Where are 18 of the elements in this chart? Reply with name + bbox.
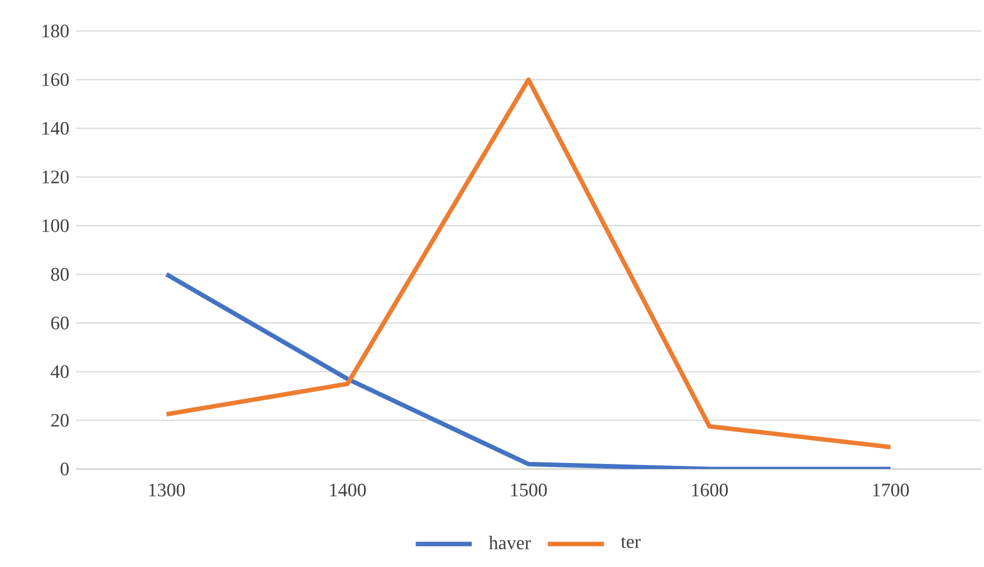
x-tick-label: 1500 — [511, 484, 547, 496]
y-tick-label: 20 — [51, 414, 69, 427]
y-tick-label: 160 — [42, 73, 69, 86]
x-tick-label: 1300 — [149, 484, 185, 496]
y-tick-label: 80 — [51, 268, 69, 281]
y-tick-label: 120 — [42, 170, 69, 184]
x-tick-label: 1700 — [873, 484, 909, 496]
y-tick-label: 40 — [50, 365, 69, 378]
x-tick-label: 1400 — [330, 484, 366, 496]
y-tick-label: 0 — [60, 462, 69, 476]
line-series — [164, 77, 893, 450]
legend-label: ter — [620, 537, 641, 548]
y-tick-label: 140 — [42, 122, 69, 135]
legend-label: haver — [488, 536, 531, 550]
y-tick-label: 180 — [42, 24, 69, 38]
x-tick-label: 1600 — [692, 484, 728, 496]
y-tick-label: 100 — [42, 219, 69, 232]
y-tick-label: 60 — [51, 316, 69, 330]
